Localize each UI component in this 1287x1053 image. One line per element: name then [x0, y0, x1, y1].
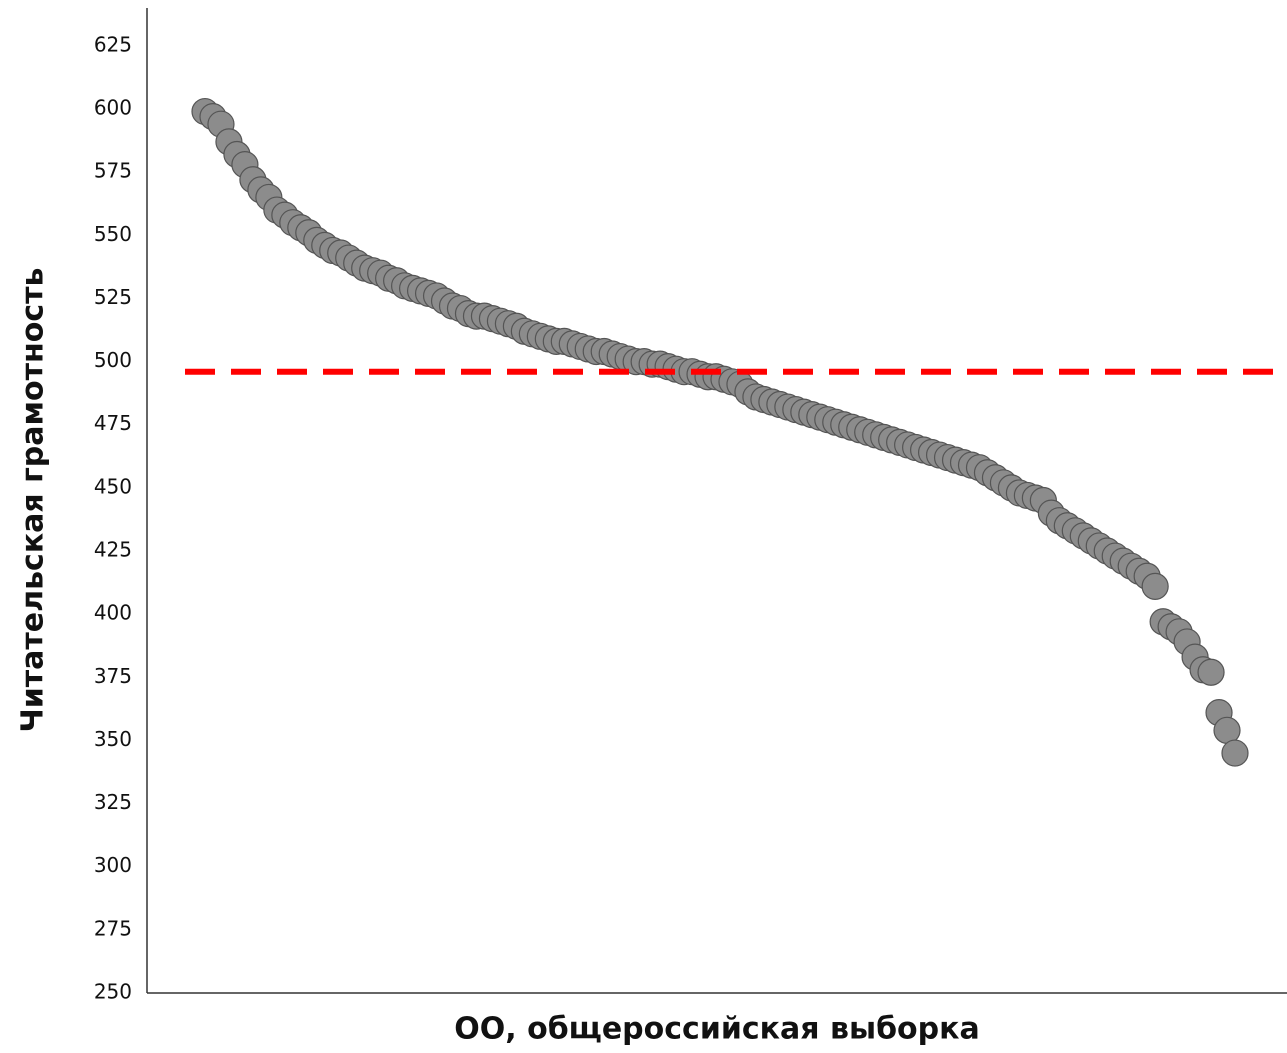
point [1221, 739, 1249, 767]
y-tick-label: 375 [94, 664, 132, 688]
y-tick-label: 550 [94, 222, 132, 246]
y-tick-label: 600 [94, 96, 132, 120]
point [1141, 572, 1169, 600]
x-axis-label: ОО, общероссийская выборка [454, 1012, 979, 1047]
y-tick-label: 575 [94, 159, 132, 183]
y-tick-label: 300 [94, 853, 132, 877]
y-axis-label: Читательская грамотность [16, 267, 51, 732]
y-tick-label: 500 [94, 348, 132, 372]
y-tick-label: 525 [94, 285, 132, 309]
y-tick-label: 475 [94, 411, 132, 435]
y-tick-label: 275 [94, 916, 132, 940]
y-tick-label: 625 [94, 32, 132, 56]
y-tick-label: 325 [94, 790, 132, 814]
y-tick-label: 450 [94, 474, 132, 498]
y-tick-label: 250 [94, 980, 132, 1004]
y-tick-label: 400 [94, 601, 132, 625]
y-tick-label: 425 [94, 538, 132, 562]
point [1213, 716, 1241, 744]
y-tick-label: 350 [94, 727, 132, 751]
point [1197, 658, 1225, 686]
